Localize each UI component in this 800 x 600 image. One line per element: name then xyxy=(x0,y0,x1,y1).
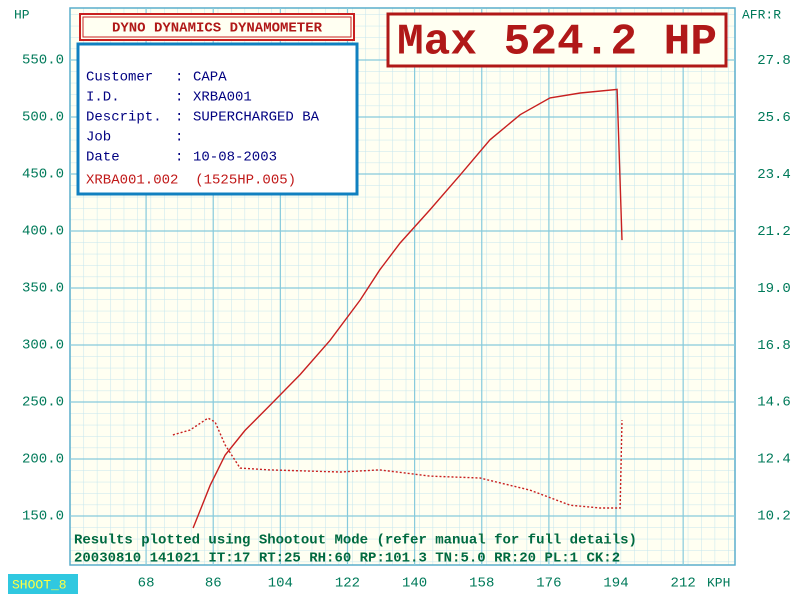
info-sep: : xyxy=(175,70,183,86)
info-sep: : xyxy=(175,90,183,106)
x-tick-label: 140 xyxy=(402,576,427,592)
y2-tick-label: 10.2 xyxy=(757,509,791,525)
badge: SHOOT_8 xyxy=(12,577,67,592)
info-value: XRBA001 xyxy=(193,90,252,106)
x-tick-label: 104 xyxy=(268,576,293,592)
info-sep: : xyxy=(175,150,183,166)
x-tick-label: 122 xyxy=(335,576,360,592)
y-tick-label: 150.0 xyxy=(22,509,64,525)
series-line xyxy=(172,417,623,509)
y2-tick-label: 27.8 xyxy=(757,53,791,69)
chart-title: DYNO DYNAMICS DYNAMOMETER xyxy=(112,21,323,37)
y-axis-label: HP xyxy=(14,7,30,22)
x-tick-label: 194 xyxy=(603,576,628,592)
y-tick-label: 200.0 xyxy=(22,452,64,468)
y-tick-label: 350.0 xyxy=(22,281,64,297)
info-label: Job xyxy=(86,130,111,146)
series-line xyxy=(192,88,623,529)
x-tick-label: 212 xyxy=(671,576,696,592)
y-tick-label: 400.0 xyxy=(22,224,64,240)
y2-tick-label: 19.0 xyxy=(757,281,791,297)
info-label: Descript. xyxy=(86,110,162,126)
headline: Max 524.2 HP xyxy=(397,18,717,68)
y-tick-label: 550.0 xyxy=(22,53,64,69)
footer-line: Results plotted using Shootout Mode (ref… xyxy=(74,533,637,549)
info-value: SUPERCHARGED BA xyxy=(193,110,320,126)
info-label: Date xyxy=(86,150,120,166)
y-tick-label: 250.0 xyxy=(22,395,64,411)
x-tick-label: 68 xyxy=(138,576,155,592)
x-tick-label: 158 xyxy=(469,576,494,592)
y-tick-label: 450.0 xyxy=(22,167,64,183)
info-value: CAPA xyxy=(193,70,227,86)
y2-tick-label: 14.6 xyxy=(757,395,791,411)
info-label: Customer xyxy=(86,70,153,86)
x-axis-label: KPH xyxy=(707,575,730,590)
info-sep: : xyxy=(175,110,183,126)
info-file: XRBA001.002 (1525HP.005) xyxy=(86,173,296,189)
y2-tick-label: 21.2 xyxy=(757,224,791,240)
x-tick-label: 176 xyxy=(536,576,561,592)
y2-tick-label: 16.8 xyxy=(757,338,791,354)
title-box xyxy=(79,13,355,41)
title-box-inner xyxy=(82,16,352,38)
info-label: I.D. xyxy=(86,90,120,106)
info-box xyxy=(76,42,359,196)
headline-box xyxy=(386,12,728,68)
info-value: 10-08-2003 xyxy=(193,150,277,166)
x-tick-label: 86 xyxy=(205,576,222,592)
footer-line: 20030810 141021 IT:17 RT:25 RH:60 RP:101… xyxy=(74,551,620,567)
y-tick-label: 500.0 xyxy=(22,110,64,126)
y2-tick-label: 25.6 xyxy=(757,110,791,126)
info-sep: : xyxy=(175,130,183,146)
badge-bg xyxy=(8,574,78,594)
y-tick-label: 300.0 xyxy=(22,338,64,354)
y2-tick-label: 23.4 xyxy=(757,167,791,183)
y2-axis-label: AFR:R xyxy=(742,7,781,22)
y2-tick-label: 12.4 xyxy=(757,452,791,468)
